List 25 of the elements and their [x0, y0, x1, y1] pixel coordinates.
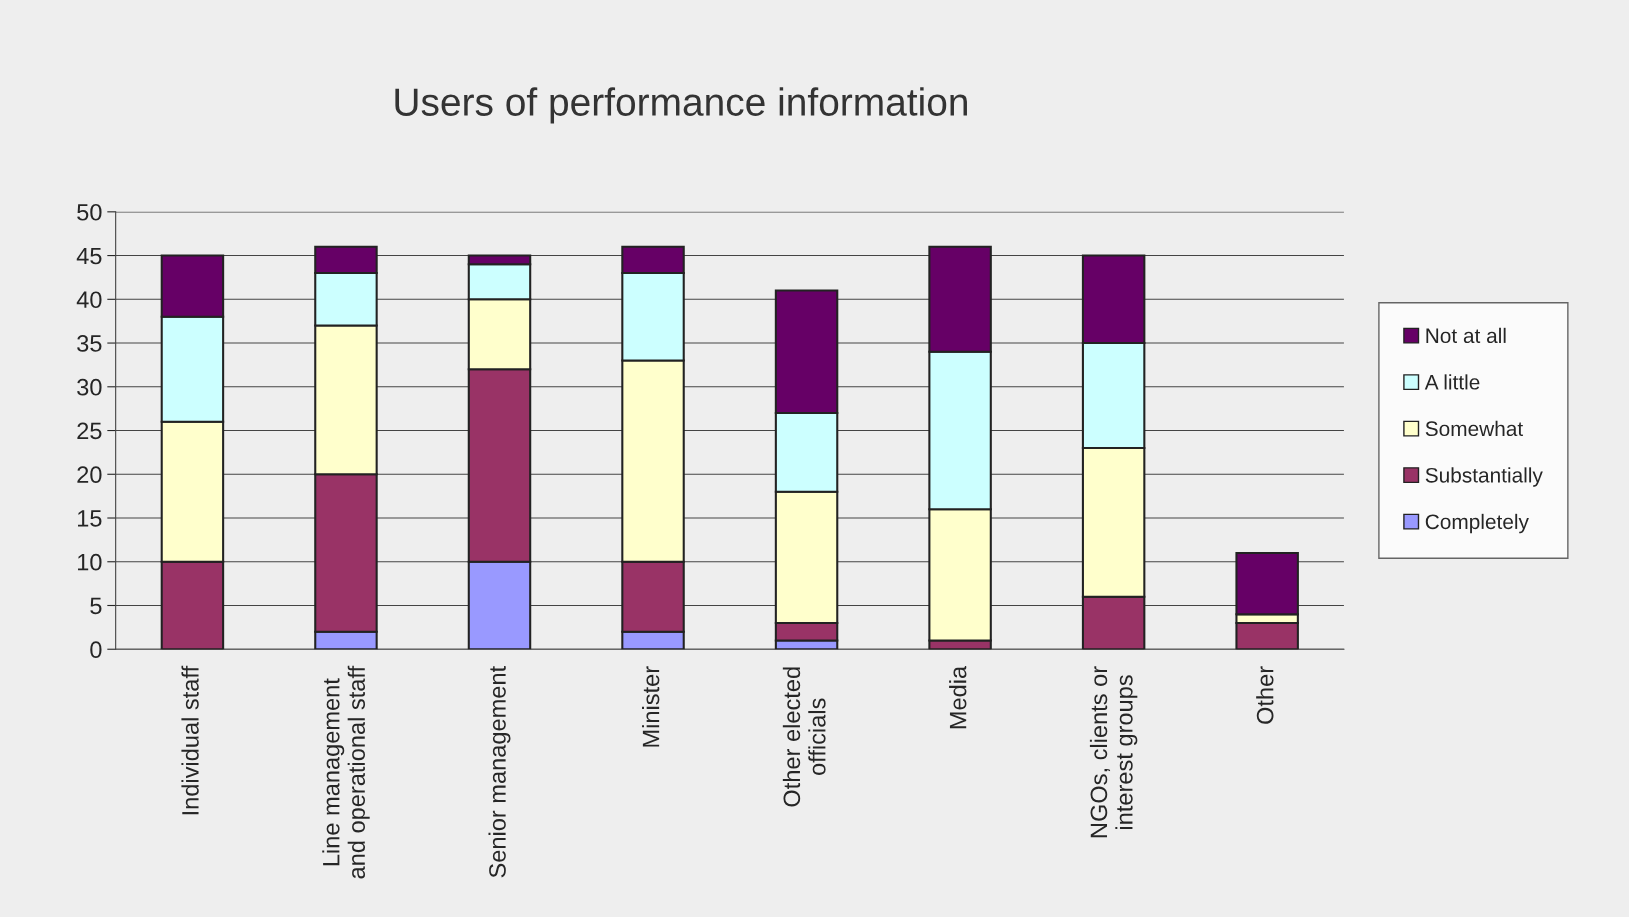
y-tick-label: 15: [78, 510, 102, 527]
x-tick-label: Line management and operational staff: [322, 665, 370, 879]
y-tick-label: 25: [77, 422, 102, 440]
chart-title: Users of performance information: [395, 87, 967, 124]
legend-label: Completely: [1425, 513, 1529, 534]
y-tick-label: 30: [77, 378, 102, 396]
y-tick-label: 35: [77, 335, 102, 352]
x-tick-label: NGOs, clients or interest groups: [1089, 666, 1138, 838]
y-tick-label: 0: [90, 641, 102, 659]
y-tick-label: 50: [77, 203, 102, 221]
legend-label: A little: [1424, 374, 1480, 390]
y-tick-label: 40: [76, 291, 102, 309]
y-tick-label: 45: [76, 247, 102, 265]
y-tick-label: 10: [78, 553, 102, 571]
legend-label: Not at all: [1426, 327, 1506, 344]
x-tick-label: Senior management: [488, 666, 511, 878]
y-tick-label: 5: [90, 597, 102, 615]
legend-label: Somewhat: [1425, 420, 1524, 437]
x-tick-label: Other: [1256, 666, 1274, 724]
x-tick-label: Individual staff: [181, 665, 199, 815]
y-tick-label: 20: [77, 466, 102, 484]
x-tick-label: Minister: [642, 666, 660, 747]
x-tick-label: Other elected officials: [782, 667, 826, 807]
legend-label: Substantially: [1425, 467, 1543, 487]
x-tick-label: Media: [949, 665, 967, 729]
